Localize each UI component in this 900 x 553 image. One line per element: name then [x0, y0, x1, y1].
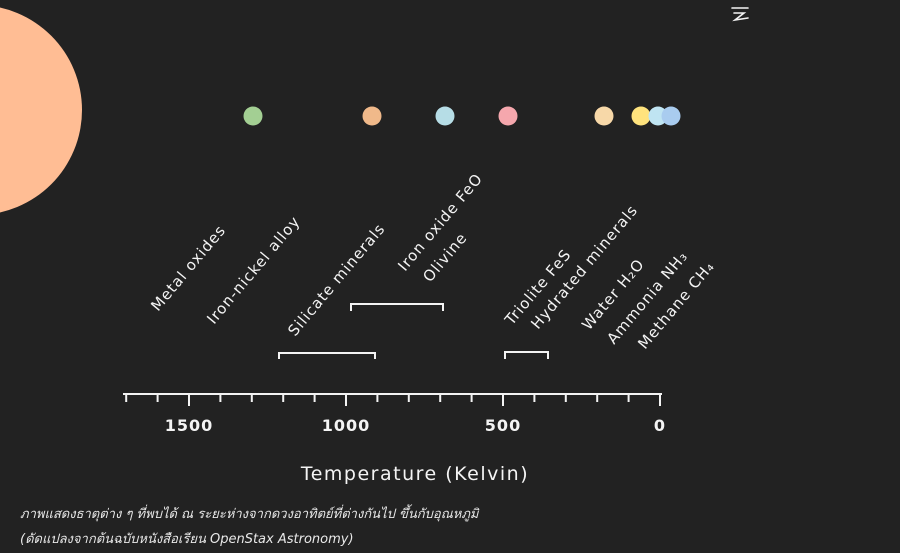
- tick-label: 1000: [322, 416, 371, 435]
- temperature-brackets: [278, 303, 549, 359]
- tick-label: 0: [654, 416, 666, 435]
- tick-label: 1500: [165, 416, 214, 435]
- planet-dot-1: [243, 106, 263, 126]
- planet-dot-8: [661, 106, 681, 126]
- planet-dot-6: [631, 106, 651, 126]
- tick-label: 500: [485, 416, 521, 435]
- planet-row: [243, 106, 681, 126]
- iron-oxide-bracket: [350, 303, 444, 311]
- planet-dot-7: [648, 106, 668, 126]
- caption-line-2: (ดัดแปลงจากต้นฉบับหนังสือเรียน OpenStax …: [20, 532, 354, 547]
- troilite-bracket: [504, 351, 549, 359]
- caption-line-1: ภาพแสดงธาตุต่าง ๆ ที่พบได้ ณ ระยะห่างจาก…: [20, 507, 479, 522]
- planet-dot-4: [498, 106, 518, 126]
- planet-dot-2: [362, 106, 382, 126]
- sun-shape: [0, 7, 82, 213]
- axis-title: Temperature (Kelvin): [300, 463, 529, 485]
- planet-dot-5: [594, 106, 614, 126]
- material-label: Silicate minerals: [284, 220, 389, 340]
- planet-dot-3: [435, 106, 455, 126]
- scribble-icon: [731, 7, 749, 22]
- temperature-axis: 1500 1000 500 0: [123, 393, 666, 435]
- silicate-bracket: [278, 352, 376, 359]
